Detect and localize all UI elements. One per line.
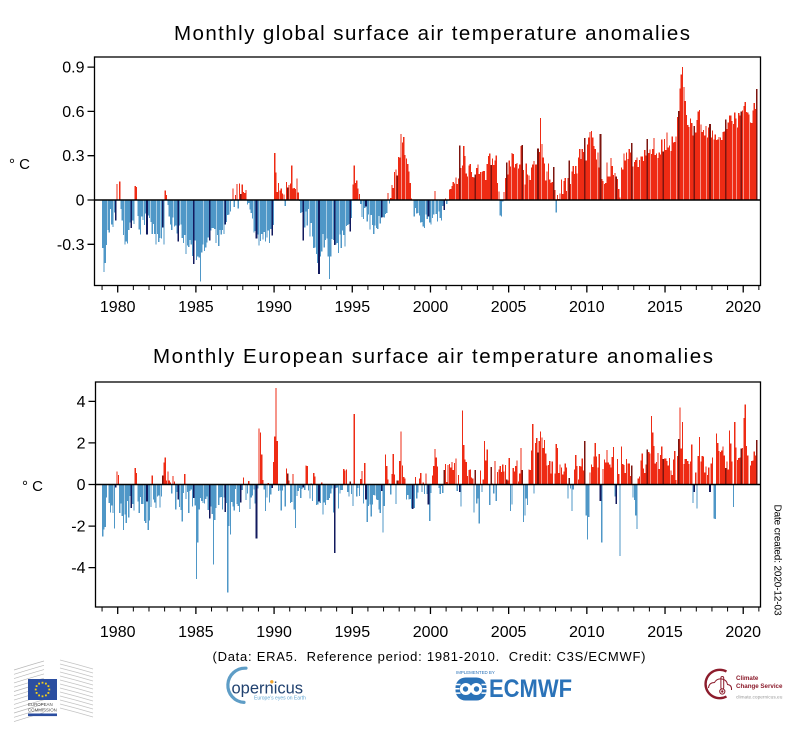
svg-text:Europe’s eyes on Earth: Europe’s eyes on Earth (254, 696, 306, 702)
svg-text:1995: 1995 (335, 299, 371, 316)
svg-text:Climate: Climate (736, 675, 759, 682)
svg-text:ECMWF: ECMWF (489, 675, 572, 703)
svg-text:2005: 2005 (491, 299, 527, 316)
svg-text:1990: 1990 (256, 299, 292, 316)
svg-text:° C: ° C (22, 478, 43, 495)
svg-text:1985: 1985 (178, 299, 214, 316)
svg-text:0: 0 (76, 193, 85, 210)
svg-text:Change Service: Change Service (736, 683, 783, 690)
svg-text:2000: 2000 (413, 624, 449, 641)
svg-text:EUROPEAN: EUROPEAN (28, 702, 53, 707)
svg-text:Monthly European surface air t: Monthly European surface air temperature… (153, 345, 713, 368)
svg-text:2020: 2020 (725, 624, 761, 641)
svg-text:1980: 1980 (100, 299, 136, 316)
svg-text:° C: ° C (9, 156, 30, 173)
svg-text:1990: 1990 (256, 624, 292, 641)
svg-text:2015: 2015 (647, 299, 683, 316)
svg-text:2: 2 (77, 435, 86, 452)
svg-text:-2: -2 (71, 519, 85, 536)
svg-text:2005: 2005 (491, 624, 527, 641)
svg-text:COMMISSION: COMMISSION (28, 708, 57, 713)
svg-text:-0.3: -0.3 (57, 237, 85, 254)
svg-text:Monthly global surface air tem: Monthly global surface air temperature a… (174, 22, 690, 45)
svg-text:1980: 1980 (100, 624, 136, 641)
svg-text:1985: 1985 (178, 624, 214, 641)
svg-text:1995: 1995 (335, 624, 371, 641)
svg-text:0.6: 0.6 (62, 104, 84, 121)
svg-text:2000: 2000 (413, 299, 449, 316)
svg-text:opernicus: opernicus (232, 680, 304, 698)
svg-text:2020: 2020 (725, 299, 761, 316)
svg-text:Date created: 2020-12-03: Date created: 2020-12-03 (772, 505, 783, 616)
svg-text:0.3: 0.3 (62, 148, 84, 165)
svg-text:climate.copernicus.eu: climate.copernicus.eu (736, 695, 783, 701)
svg-text:IMPLEMENTED BY: IMPLEMENTED BY (456, 670, 495, 675)
svg-text:2010: 2010 (569, 624, 605, 641)
svg-text:0: 0 (77, 477, 86, 494)
svg-text:2015: 2015 (647, 624, 683, 641)
svg-text:0.9: 0.9 (62, 60, 84, 77)
svg-text:4: 4 (77, 394, 86, 411)
svg-text:(Data: ERA5. Reference period: (Data: ERA5. Reference period: 1981-2010… (213, 649, 646, 664)
svg-text:-4: -4 (71, 560, 85, 577)
svg-text:2010: 2010 (569, 299, 605, 316)
